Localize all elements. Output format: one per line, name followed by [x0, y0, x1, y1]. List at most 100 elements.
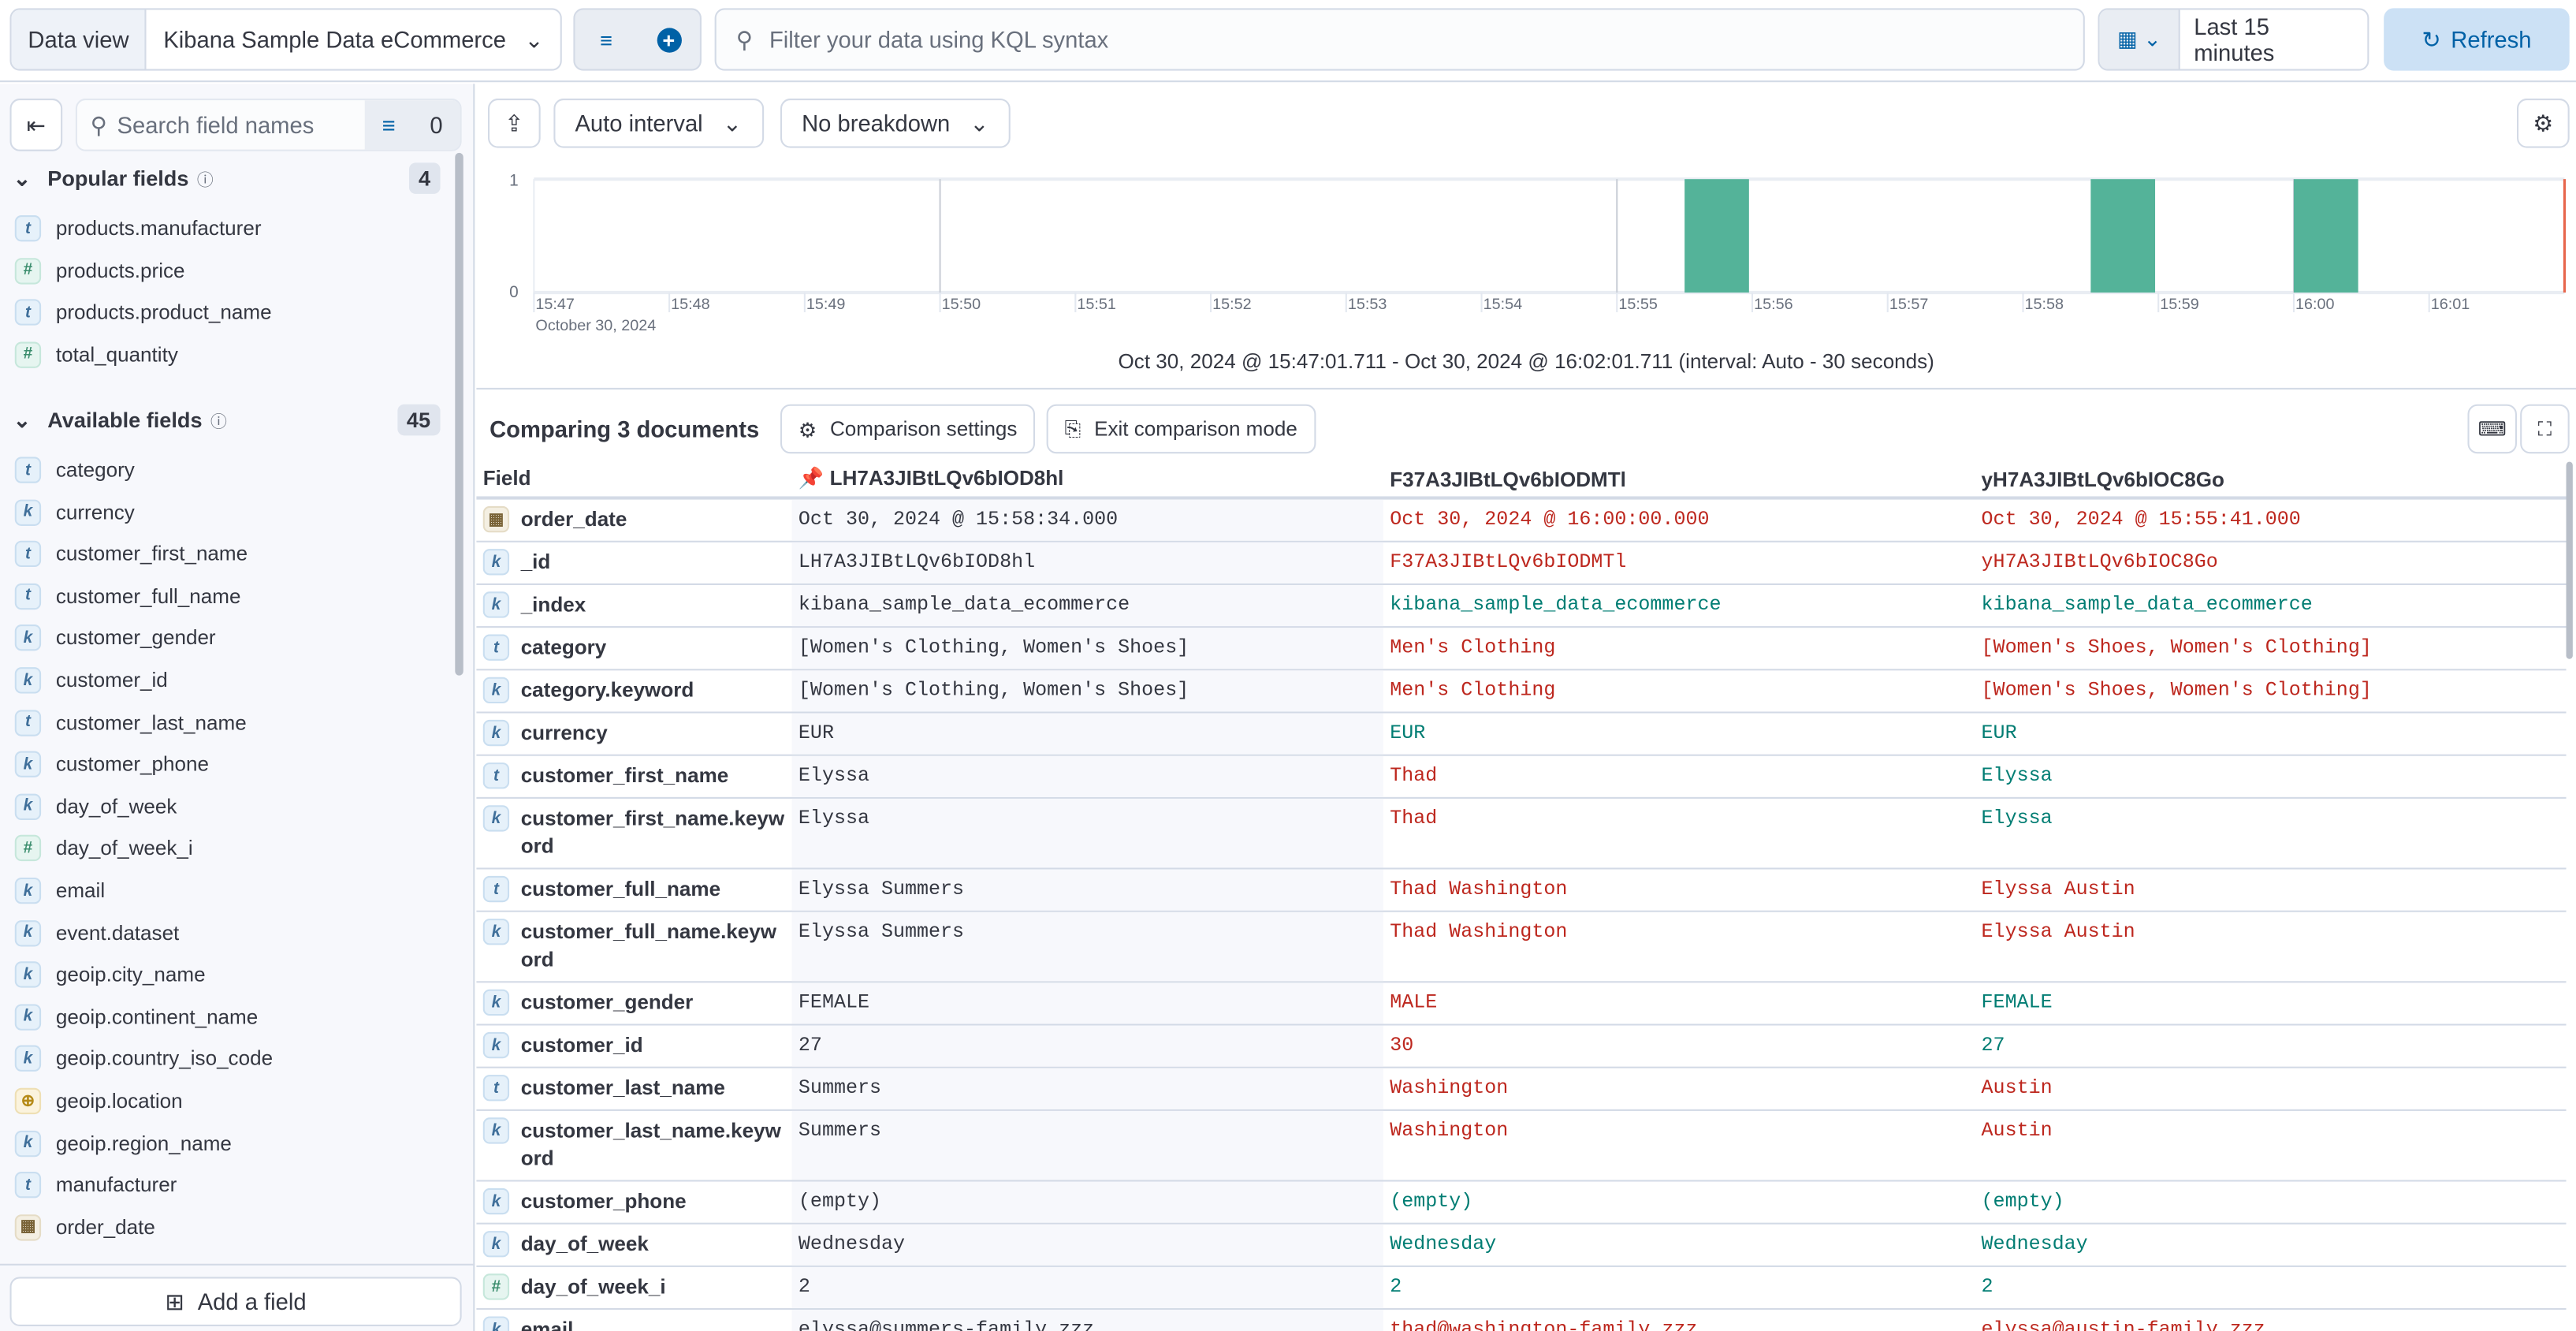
time-range[interactable]: Last 15 minutes — [2194, 13, 2275, 66]
popular-fields-count: 4 — [408, 162, 441, 194]
available-fields-title: Available fields — [47, 407, 203, 433]
table-scrollbar[interactable] — [2566, 461, 2573, 659]
doc-header[interactable]: yH7A3JIBtLQv6bIOC8Go — [1981, 467, 2224, 491]
field-name: geoip.continent_name — [55, 1005, 259, 1029]
collapse-sidebar-button[interactable]: ⇤ — [9, 99, 63, 151]
calendar-icon[interactable]: ▦ ⌄ — [2099, 9, 2181, 69]
fullscreen-button[interactable]: ⛶ — [2520, 404, 2570, 454]
field-item[interactable]: k email — [14, 877, 105, 904]
text-type-icon: t — [14, 541, 42, 568]
text-type-icon: t — [14, 709, 42, 736]
table-row: t category [Women's Clothing, Women's Sho… — [476, 628, 2567, 671]
value-cell: (empty) — [1981, 1189, 2064, 1214]
x-tick-label: 15:48 — [671, 296, 710, 313]
table-row: ▦ order_date Oct 30, 2024 @ 15:58:34.000 … — [476, 499, 2567, 542]
field-item[interactable]: k geoip.region_name — [14, 1130, 232, 1157]
field-item[interactable]: k currency — [14, 498, 135, 526]
field-cell: k _index — [476, 585, 791, 626]
text-type-icon: t — [482, 875, 510, 903]
doc-header[interactable]: F37A3JIBtLQv6bIODMTl — [1390, 467, 1626, 491]
field-item[interactable]: t customer_full_name — [14, 583, 240, 610]
field-item[interactable]: t category — [14, 457, 135, 483]
x-tick-label: 15:52 — [1212, 296, 1252, 313]
field-item[interactable]: t customer_first_name — [14, 541, 248, 568]
field-item[interactable]: ⊕ geoip.location — [14, 1087, 183, 1115]
field-name: day_of_week — [520, 1232, 649, 1256]
field-name: customer_first_name.keyword — [520, 807, 785, 858]
field-name: products.product_name — [55, 300, 272, 324]
histogram-chart: 1 0 15:47 15:48 15:49 15:50 15:51 15:52 15:53 15:… — [509, 172, 2566, 334]
refresh-label: Refresh — [2451, 26, 2532, 53]
field-item[interactable]: k customer_id — [14, 667, 168, 694]
date-picker[interactable]: ▦ ⌄ Last 15 minutes — [2098, 8, 2369, 71]
field-item[interactable]: t products.product_name — [14, 299, 272, 326]
field-item[interactable]: t manufacturer — [14, 1172, 177, 1199]
breakdown-select[interactable]: No breakdown ⌄ — [780, 99, 1011, 148]
table-row: k customer_last_name.keyword Summers Wash… — [476, 1110, 2567, 1182]
inspect-button[interactable]: ⚙ — [2516, 99, 2570, 148]
sidebar-scrollbar[interactable] — [455, 152, 463, 676]
chart-options-button[interactable]: ⇪ — [488, 99, 541, 148]
field-search-placeholder: Search field names — [117, 111, 315, 139]
field-name: customer_last_name — [55, 710, 247, 734]
field-item[interactable]: # products.price — [14, 257, 185, 284]
field-search-input[interactable]: ⚲ Search field names ≡ 0 — [75, 99, 462, 151]
kql-search-input[interactable]: ⚲ Filter your data using KQL syntax — [714, 8, 2085, 71]
field-cell: k category.keyword — [476, 670, 791, 711]
value-cell: 2 — [1390, 1275, 1402, 1299]
table-row: k customer_gender FEMALE MALE FEMALE — [476, 982, 2567, 1026]
field-item[interactable]: # total_quantity — [14, 341, 178, 368]
field-item[interactable]: k customer_phone — [14, 751, 209, 778]
popular-fields-header[interactable]: ⌄ Popular fields ⓘ 4 — [13, 162, 441, 194]
add-filter-button[interactable]: + — [638, 10, 700, 69]
filter-menu-button[interactable]: ≡ — [575, 10, 637, 69]
field-item[interactable]: k geoip.continent_name — [14, 1004, 259, 1031]
number-type-icon: # — [14, 835, 42, 862]
main-panel: ⇪ Auto interval ⌄ No breakdown ⌄ ⚙ 1 0 15:47… — [476, 84, 2576, 1331]
table-row: t customer_last_name Summers Washington A… — [476, 1068, 2567, 1111]
available-fields-count: 45 — [396, 404, 441, 436]
refresh-button[interactable]: ↻ Refresh — [2384, 8, 2570, 71]
field-name: customer_gender — [55, 626, 216, 651]
comparison-settings-button[interactable]: ⚙ Comparison settings — [780, 404, 1036, 454]
field-name: customer_id — [55, 669, 168, 692]
table-row: k _id LH7A3JIBtLQv6bIOD8hl F37A3JIBtLQv6b… — [476, 542, 2567, 585]
doc-header-pinned[interactable]: 📌 LH7A3JIBtLQv6bIOD8hl — [792, 467, 1383, 491]
value-cell: Elyssa Austin — [1981, 877, 2135, 901]
keyword-type-icon: k — [482, 1117, 510, 1144]
value-cell: F37A3JIBtLQv6bIODMTl — [1390, 550, 1627, 574]
table-row: k currency EUR EUR EUR — [476, 713, 2567, 756]
chevron-down-icon: ⌄ — [722, 109, 743, 136]
field-name: category — [520, 636, 607, 659]
value-cell-pinned: Wednesday — [791, 1224, 1383, 1266]
search-icon: ⚲ — [735, 25, 754, 52]
add-field-button[interactable]: ⊞ Add a field — [9, 1277, 462, 1326]
kql-placeholder: Filter your data using KQL syntax — [769, 26, 1109, 53]
field-item[interactable]: k day_of_week — [14, 793, 177, 820]
comparison-settings-label: Comparison settings — [829, 417, 1018, 441]
field-item[interactable]: ▦ order_date — [14, 1214, 155, 1241]
keyword-type-icon: k — [14, 624, 42, 652]
field-item[interactable]: k geoip.country_iso_code — [14, 1046, 273, 1072]
interval-select[interactable]: Auto interval ⌄ — [553, 99, 764, 148]
field-item[interactable]: k customer_gender — [14, 624, 216, 652]
field-item[interactable]: k geoip.city_name — [14, 961, 206, 988]
field-name: email — [520, 1318, 574, 1331]
value-cell: yH7A3JIBtLQv6bIOC8Go — [1981, 550, 2218, 574]
chevron-down-icon: ⌄ — [524, 25, 544, 52]
field-filter-button[interactable]: ≡ 0 — [364, 100, 460, 150]
value-cell: thad@washington-family.zzz — [1390, 1318, 1698, 1331]
field-item[interactable]: t products.manufacturer — [14, 215, 262, 242]
available-fields-header[interactable]: ⌄ Available fields ⓘ 45 — [13, 404, 441, 436]
field-item[interactable]: # day_of_week_i — [14, 835, 193, 862]
value-cell-pinned: Oct 30, 2024 @ 15:58:34.000 — [791, 499, 1383, 541]
value-cell-pinned: Elyssa Summers — [791, 869, 1383, 911]
field-item[interactable]: t customer_last_name — [14, 709, 247, 736]
field-item[interactable]: k event.dataset — [14, 919, 180, 946]
exit-comparison-button[interactable]: ⎘ Exit comparison mode — [1046, 404, 1316, 454]
keyboard-shortcuts-button[interactable]: ⌨ — [2467, 404, 2517, 454]
value-cell: elyssa@austin-family.zzz — [1981, 1318, 2265, 1331]
keyword-type-icon: k — [482, 549, 510, 576]
data-view-picker[interactable]: Data view Kibana Sample Data eCommerce ⌄ — [9, 8, 562, 71]
field-name: customer_full_name.keyword — [520, 920, 777, 971]
